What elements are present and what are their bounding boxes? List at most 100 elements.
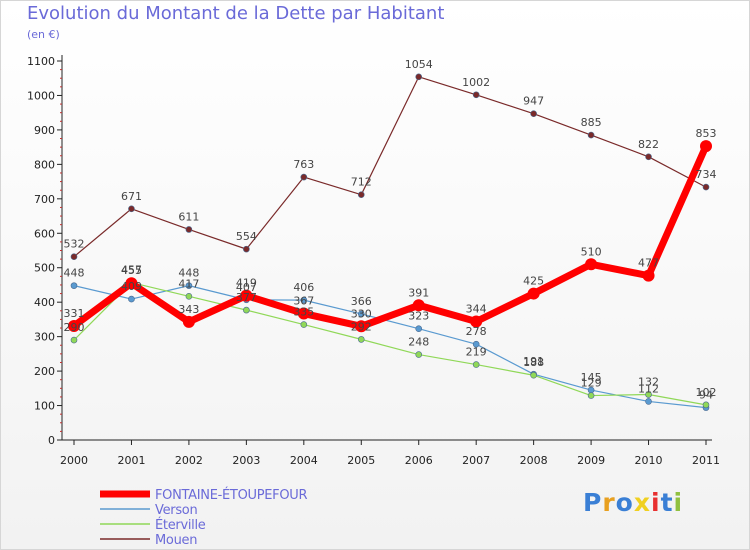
data-label-verson: 323 — [408, 310, 429, 323]
y-tick-label: 600 — [34, 227, 55, 240]
data-label--terville: 129 — [581, 377, 602, 390]
data-label-mouen: 712 — [351, 176, 372, 189]
data-point--terville — [530, 371, 537, 379]
data-label-fontaine-toupefour: 425 — [523, 275, 544, 288]
data-label-mouen: 554 — [236, 230, 257, 243]
data-label-verson: 366 — [351, 295, 372, 308]
x-tick-label: 2005 — [347, 454, 375, 467]
x-tick-label: 2008 — [520, 454, 548, 467]
data-label-verson: 145 — [581, 371, 602, 384]
data-label--terville: 102 — [696, 386, 717, 399]
data-point--terville — [300, 321, 308, 328]
data-label-fontaine-toupefour: 391 — [408, 286, 429, 299]
data-label-verson: 448 — [178, 267, 199, 280]
data-point-fontaine-toupefour — [470, 315, 483, 328]
data-label--terville: 132 — [638, 376, 659, 389]
legend-label-fontaine-toupefour: FONTAINE-ÉTOUPEFOUR — [155, 487, 308, 503]
y-tick-label: 500 — [34, 262, 55, 275]
y-tick-label: 800 — [34, 158, 55, 171]
data-point-verson — [645, 398, 652, 405]
data-label--terville: 335 — [293, 306, 314, 319]
x-tick-label: 2011 — [692, 454, 720, 467]
chart-title: Evolution du Montant de la Dette par Hab… — [27, 3, 445, 24]
data-label-verson: 191 — [523, 355, 544, 368]
chart-subtitle: (en €) — [27, 28, 60, 41]
data-point-fontaine-toupefour — [240, 289, 253, 302]
data-label--terville: 188 — [523, 356, 544, 369]
data-label-fontaine-toupefour: 477 — [638, 257, 659, 270]
y-tick-label: 0 — [48, 434, 55, 447]
data-label--terville: 248 — [408, 336, 429, 349]
data-point-verson — [70, 282, 78, 289]
x-tick-label: 2001 — [117, 454, 145, 467]
data-label-mouen: 1054 — [405, 58, 433, 71]
y-tick-label: 700 — [34, 193, 55, 206]
data-label--terville: 457 — [121, 264, 142, 277]
data-point-fontaine-toupefour — [412, 299, 425, 312]
x-tick-label: 2002 — [175, 454, 203, 467]
data-label-mouen: 763 — [293, 158, 314, 171]
data-label-verson: 448 — [64, 267, 85, 280]
data-point-mouen — [243, 245, 250, 253]
data-point-mouen — [472, 91, 480, 99]
data-point-verson — [300, 296, 308, 304]
data-point-mouen — [415, 73, 423, 81]
series-line--terville — [73, 281, 707, 406]
data-label-fontaine-toupefour: 853 — [696, 127, 717, 140]
data-label-verson: 406 — [293, 281, 314, 294]
data-point-mouen — [185, 226, 193, 233]
legend-label-mouen: Mouen — [155, 533, 197, 548]
data-label--terville: 292 — [351, 320, 372, 333]
data-label-mouen: 734 — [696, 168, 717, 181]
x-tick-label: 2009 — [577, 454, 605, 467]
data-label-mouen: 885 — [581, 116, 602, 129]
data-label-mouen: 532 — [64, 238, 85, 251]
data-label--terville: 377 — [236, 291, 257, 304]
data-label-mouen: 611 — [178, 210, 199, 223]
data-point-mouen — [587, 131, 595, 139]
data-label-verson: 94 — [699, 389, 713, 402]
data-label-fontaine-toupefour: 330 — [351, 307, 372, 320]
data-label--terville: 219 — [466, 346, 487, 359]
data-label-verson: 407 — [236, 281, 257, 294]
x-tick-label: 2004 — [290, 454, 318, 467]
data-point-verson — [128, 295, 135, 303]
y-tick-label: 300 — [34, 331, 55, 344]
legend-label-verson: Verson — [155, 503, 197, 518]
data-point-mouen — [128, 205, 135, 213]
data-point-mouen — [530, 110, 537, 118]
data-label-mouen: 947 — [523, 95, 544, 108]
data-label--terville: 417 — [178, 277, 199, 290]
legend-label--terville: Éterville — [155, 517, 206, 533]
data-label--terville: 290 — [64, 321, 85, 334]
data-point-fontaine-toupefour — [700, 140, 712, 153]
data-point--terville — [185, 293, 193, 300]
y-tick-label: 1100 — [27, 55, 55, 68]
series-line-fontaine-toupefour — [71, 144, 710, 330]
x-tick-label: 2010 — [635, 454, 663, 467]
data-label-fontaine-toupefour: 419 — [236, 277, 257, 290]
data-label-verson: 409 — [121, 280, 142, 293]
data-point--terville — [472, 361, 480, 368]
data-label-mouen: 671 — [121, 190, 142, 203]
data-point-verson — [415, 325, 423, 333]
data-label-fontaine-toupefour: 331 — [64, 307, 85, 320]
series-line-verson — [73, 285, 707, 409]
data-point-fontaine-toupefour — [68, 319, 80, 332]
data-label-verson: 112 — [638, 382, 659, 395]
data-point-mouen — [645, 153, 652, 161]
x-tick-label: 2003 — [232, 454, 260, 467]
y-tick-label: 200 — [34, 365, 55, 378]
data-point-mouen — [300, 173, 308, 181]
data-point--terville — [702, 401, 710, 409]
data-point-fontaine-toupefour — [585, 258, 598, 271]
data-point-fontaine-toupefour — [527, 287, 540, 300]
data-point-fontaine-toupefour — [125, 277, 138, 290]
y-tick-label: 900 — [34, 124, 55, 137]
data-point-fontaine-toupefour — [642, 269, 655, 282]
data-point-verson — [185, 282, 193, 289]
data-point-fontaine-toupefour — [297, 307, 310, 320]
data-point-fontaine-toupefour — [182, 315, 195, 328]
